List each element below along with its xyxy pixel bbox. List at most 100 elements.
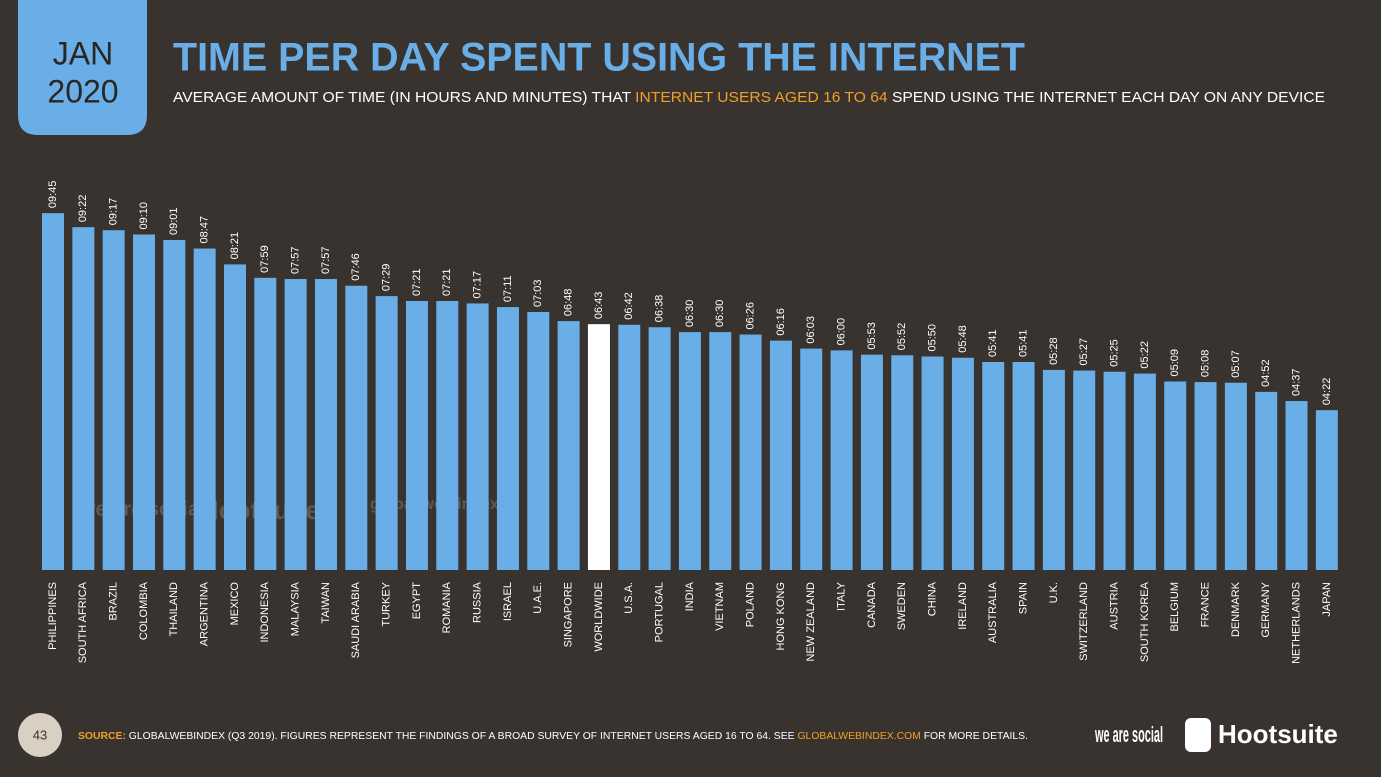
category-label: CANADA (866, 581, 878, 628)
bar (345, 285, 368, 570)
page-number: 43 (33, 727, 47, 742)
category-label: COLOMBIA (138, 581, 150, 640)
subtitle-highlight: INTERNET USERS AGED 16 TO 64 (635, 89, 887, 106)
category-label: DENMARK (1230, 581, 1242, 637)
category-label: MEXICO (229, 582, 241, 626)
source-text: FOR MORE DETAILS. (921, 731, 1028, 742)
value-label: 06:00 (835, 318, 847, 346)
category-label: SWEDEN (896, 582, 908, 630)
page-badge (18, 713, 62, 757)
bar (830, 350, 853, 570)
value-label: 08:21 (229, 232, 241, 260)
logo-we-are-social: we are social (1095, 722, 1163, 747)
bar (375, 296, 398, 570)
value-label: 07:29 (381, 264, 393, 292)
bar (800, 348, 823, 570)
value-label: 06:30 (714, 300, 726, 328)
bar (1285, 401, 1308, 570)
value-label: 07:57 (320, 246, 332, 274)
bar (1255, 391, 1278, 570)
category-label: SWITZERLAND (1078, 582, 1090, 661)
bar (193, 248, 216, 570)
source-link[interactable]: GLOBALWEBINDEX.COM (797, 731, 920, 742)
subtitle: AVERAGE AMOUNT OF TIME (IN HOURS AND MIN… (173, 89, 1325, 106)
subtitle-part: SPEND USING THE INTERNET EACH DAY ON ANY… (888, 89, 1325, 106)
bar (739, 334, 762, 570)
category-label: INDIA (684, 581, 696, 611)
bar (587, 324, 610, 570)
value-label: 06:42 (623, 292, 635, 320)
bar (678, 332, 701, 570)
bar (709, 332, 732, 570)
bar (648, 327, 671, 570)
category-label: SOUTH KOREA (1139, 581, 1151, 662)
category-label: AUSTRALIA (987, 581, 999, 643)
bar (1164, 381, 1187, 570)
subtitle-part: AVERAGE AMOUNT OF TIME (IN HOURS AND MIN… (173, 89, 635, 106)
category-label: HONG KONG (775, 582, 787, 650)
value-label: 05:08 (1199, 350, 1211, 378)
value-label: 06:03 (805, 316, 817, 344)
bar (982, 361, 1005, 570)
value-label: 05:50 (926, 324, 938, 352)
bar (1224, 382, 1247, 570)
bar (527, 311, 550, 570)
bar (466, 303, 489, 570)
category-label: RUSSIA (472, 581, 484, 623)
title: TIME PER DAY SPENT USING THE INTERNET (173, 36, 1025, 80)
value-label: 06:43 (593, 292, 605, 320)
logo-hootsuite: Hootsuite (1218, 719, 1338, 749)
bar (1042, 369, 1065, 570)
category-label: SINGAPORE (563, 582, 575, 647)
bar (132, 234, 155, 570)
value-label: 09:22 (77, 195, 89, 223)
value-label: 05:41 (987, 329, 999, 357)
category-label: PORTUGAL (654, 582, 666, 642)
category-label: U.K. (1048, 582, 1060, 603)
value-label: 07:03 (532, 279, 544, 307)
value-label: 09:01 (168, 207, 180, 235)
value-label: 07:21 (411, 268, 423, 296)
category-label: TURKEY (381, 581, 393, 626)
category-label: EGYPT (411, 582, 423, 620)
bars: 09:45 PHILIPPINES 09:22 SOUTH AFRICA 09:17 BR… (42, 181, 1338, 664)
category-label: ARGENTINA (199, 581, 211, 646)
category-label: INDONESIA (259, 581, 271, 642)
value-label: 07:17 (472, 271, 484, 299)
category-label: CHINA (926, 581, 938, 616)
bar (769, 340, 792, 570)
value-label: 05:07 (1230, 350, 1242, 378)
category-label: THAILAND (168, 582, 180, 636)
category-label: VIETNAM (714, 582, 726, 631)
category-label: PHILIPPINES (47, 582, 59, 650)
bar (223, 264, 246, 570)
value-label: 05:28 (1048, 337, 1060, 365)
category-label: SPAIN (1017, 582, 1029, 614)
bar (72, 227, 95, 570)
bar (102, 230, 125, 571)
bar (921, 356, 944, 570)
bar (496, 307, 519, 570)
value-label: 09:17 (108, 198, 120, 226)
category-label: BELGIUM (1169, 582, 1181, 632)
value-label: 07:59 (259, 245, 271, 273)
owl-icon (1185, 718, 1211, 752)
bar (1194, 382, 1217, 570)
bar (951, 357, 974, 570)
value-label: 06:26 (744, 302, 756, 330)
bar (860, 354, 883, 570)
source-label: SOURCE: (78, 731, 126, 742)
value-label: 05:27 (1078, 338, 1090, 366)
value-label: 07:11 (502, 275, 514, 302)
source: SOURCE: GLOBALWEBINDEX (Q3 2019). FIGURE… (78, 731, 1028, 742)
value-label: 05:41 (1017, 329, 1029, 357)
date-box (18, 0, 147, 135)
value-label: 05:48 (957, 325, 969, 353)
category-label: TAIWAN (320, 582, 332, 624)
year: 2020 (47, 73, 118, 109)
category-label: GERMANY (1260, 581, 1272, 637)
value-label: 06:16 (775, 308, 787, 336)
source-text: GLOBALWEBINDEX (Q3 2019). FIGURES REPRES… (126, 731, 798, 742)
bar (618, 324, 641, 570)
bar (436, 300, 459, 570)
